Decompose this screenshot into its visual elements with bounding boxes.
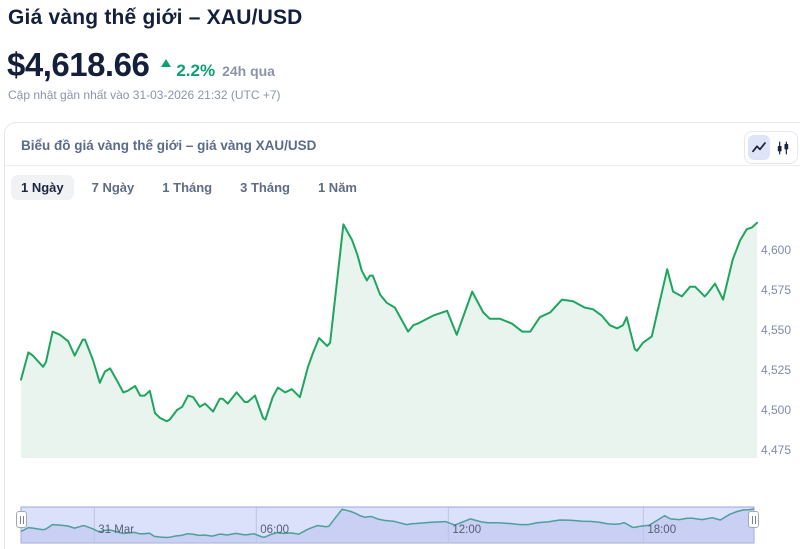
- x-axis-label: 06:00: [260, 524, 290, 536]
- x-axis-label: 12:00: [452, 524, 482, 536]
- line-chart-icon: [752, 141, 766, 152]
- chart-type-toggle: [744, 131, 798, 164]
- handle-grip-icon: [751, 515, 756, 524]
- candlestick-icon: [777, 141, 789, 154]
- range-tab-1[interactable]: 1 Ngày: [11, 175, 74, 200]
- card-divider: [5, 165, 800, 166]
- range-tab-5[interactable]: 1 Năm: [308, 175, 367, 200]
- handle-grip-icon: [19, 515, 24, 524]
- y-axis-label: 4,550: [761, 323, 792, 337]
- range-tabs: 1 Ngày 7 Ngày 1 Tháng 3 Tháng 1 Năm: [11, 175, 367, 200]
- navigator-band[interactable]: [21, 507, 754, 543]
- arrow-up-icon: [161, 59, 172, 67]
- candlestick-toggle-button[interactable]: [772, 135, 794, 160]
- x-axis-label: 31 Mar: [98, 524, 135, 536]
- price-row: $4,618.66 2.2% 24h qua: [7, 46, 275, 84]
- last-updated-text: Cập nhật gần nhất vào 31-03-2026 21:32 (…: [8, 88, 281, 102]
- navigator-left-handle[interactable]: [16, 511, 27, 528]
- range-tab-2[interactable]: 7 Ngày: [82, 175, 145, 200]
- navigator-right-handle[interactable]: [748, 511, 759, 528]
- y-axis-label: 4,525: [761, 363, 792, 377]
- page-title: Giá vàng thế giới – XAU/USD: [8, 6, 303, 29]
- price-value: $4,618.66: [7, 46, 150, 83]
- main-chart-area[interactable]: [21, 205, 757, 458]
- price-change-percent: 2.2%: [176, 61, 216, 80]
- line-chart-toggle-button[interactable]: [748, 135, 770, 160]
- y-axis-label: 4,475: [761, 443, 792, 457]
- range-tab-4[interactable]: 3 Tháng: [230, 175, 300, 200]
- chart-card-title: Biểu đồ giá vàng thế giới – giá vàng XAU…: [21, 138, 317, 153]
- price-change-period: 24h qua: [222, 63, 275, 79]
- y-axis-label: 4,500: [761, 403, 792, 417]
- range-tab-3[interactable]: 1 Tháng: [152, 175, 222, 200]
- y-axis-label: 4,600: [761, 243, 792, 257]
- y-axis-label: 4,575: [761, 283, 792, 297]
- x-axis-label: 18:00: [647, 524, 677, 536]
